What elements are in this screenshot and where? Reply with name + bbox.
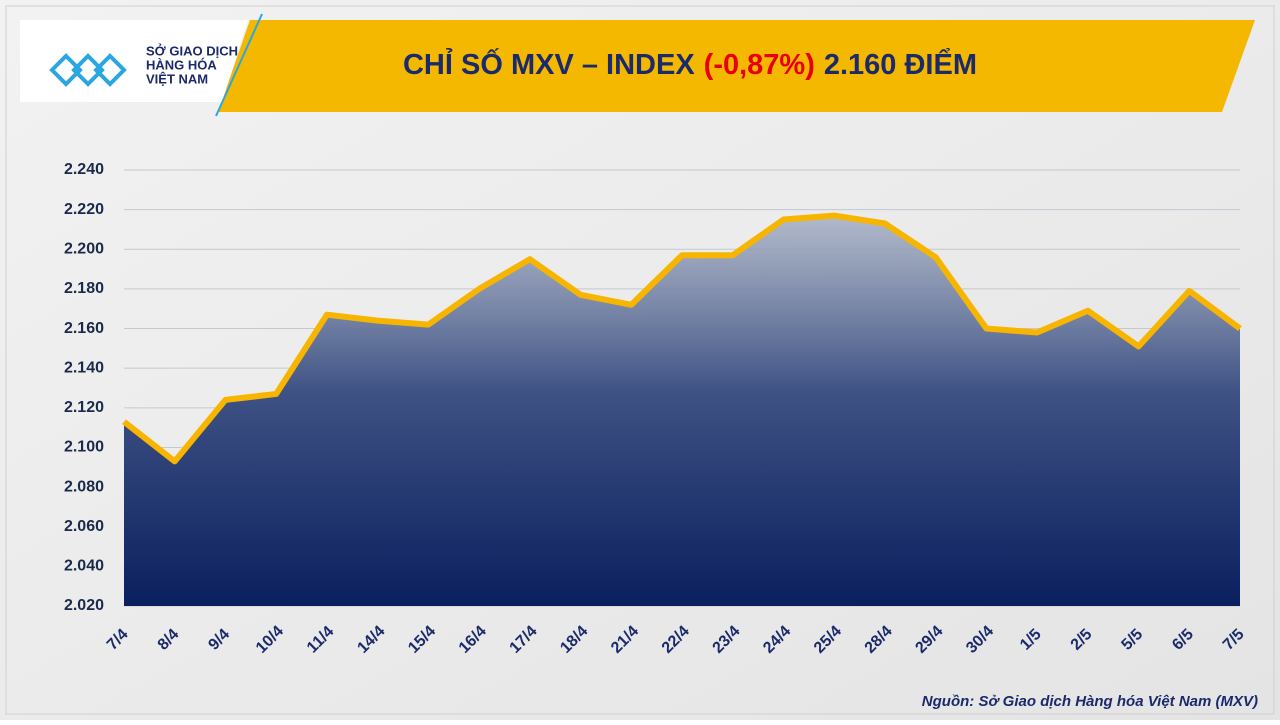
accent-line xyxy=(215,13,263,117)
y-tick-label: 2.240 xyxy=(64,161,104,178)
y-tick-label: 2.160 xyxy=(64,320,104,337)
y-tick-label: 2.080 xyxy=(64,478,104,495)
source: Nguồn: Sở Giao dịch Hàng hóa Việt Nam (M… xyxy=(922,693,1258,710)
logo-box xyxy=(20,20,248,102)
line xyxy=(122,212,1242,465)
title-change: (-0,87%) xyxy=(704,49,815,81)
frame xyxy=(5,5,1275,715)
title-part: 2.160 ĐIỂM xyxy=(824,47,977,81)
y-tick-label: 2.060 xyxy=(64,518,104,535)
title-part: CHỈ SỐ MXV – INDEX xyxy=(403,47,695,81)
y-tick-label: 2.200 xyxy=(64,240,104,257)
y-tick-label: 2.140 xyxy=(64,359,104,376)
y-tick-label: 2.120 xyxy=(64,399,104,416)
logo-text: HÀNG HÓA xyxy=(146,57,217,72)
y-tick-label: 2.100 xyxy=(64,439,104,456)
y-tick-label: 2.040 xyxy=(64,558,104,575)
header-band xyxy=(218,20,1255,112)
logo-text: SỞ GIAO DỊCH xyxy=(146,43,238,58)
chart-title: CHỈ SỐ MXV – INDEX (-0,87%) 2.160 ĐIỂM xyxy=(403,47,977,81)
area xyxy=(124,215,1240,606)
y-tick-label: 2.220 xyxy=(64,201,104,218)
y-tick-label: 2.180 xyxy=(64,280,104,297)
logo-text: VIỆT NAM xyxy=(146,71,208,86)
y-tick-label: 2.020 xyxy=(64,597,104,614)
logo-mark xyxy=(49,53,127,87)
